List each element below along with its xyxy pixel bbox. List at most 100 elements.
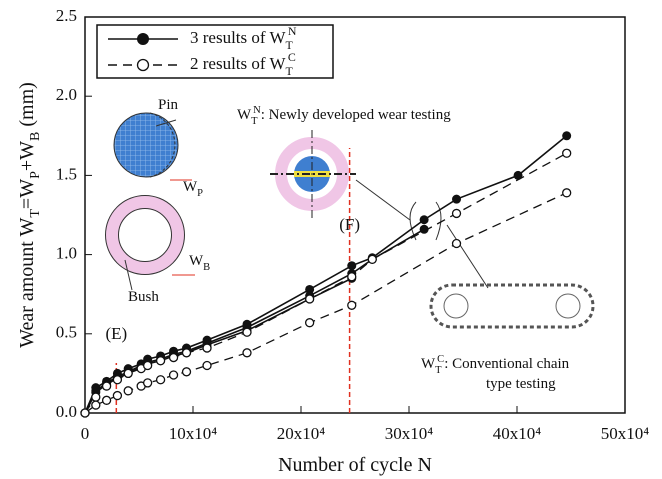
bush-outline [105,195,185,275]
plot-frame [84,16,626,414]
y-tick-label: 1.0 [56,244,77,263]
annotation: WB [189,253,210,272]
marker [181,348,192,358]
sprocket [443,293,469,319]
text-run: T [286,38,294,52]
illustrations [105,112,595,329]
text-run: N [253,105,261,116]
text-run: W [421,356,436,372]
marker [452,194,462,204]
marker [136,58,150,72]
text-run: =W [16,179,38,209]
marker [202,360,212,371]
text-run: Pin [158,97,179,113]
x-tick-label: 10x10⁴ [169,424,218,443]
annotation: Pin [158,97,179,113]
text-run: type testing [486,376,556,392]
annotation: WTC: Conventional chain [421,354,570,376]
marker [202,343,212,353]
marker [562,148,572,158]
text-run: B [203,262,210,273]
leader [355,179,411,221]
x-axis-title: Number of cycle N [278,454,432,476]
text-run: W [189,253,204,269]
text-run: W [237,107,252,123]
text-run: +W [16,141,38,171]
reference-label: (E) [105,324,127,343]
reference-label: (F) [339,215,360,234]
legend-label: 2 results of WTC [190,50,296,78]
pin-outline [149,112,176,178]
text-run: Bush [128,289,159,305]
marker [142,378,153,388]
marker [242,348,252,358]
text-run: T [286,64,294,78]
text-run: C [288,50,296,64]
y-tick-label: 2.0 [56,85,77,104]
y-tick-label: 2.5 [56,6,77,25]
marker [112,375,123,385]
marker [304,294,315,304]
marker [347,272,357,282]
y-axis-title: Wear amount WT=WP+WB (mm) [16,82,43,348]
text-run: : Newly developed wear testing [261,107,451,123]
marker [513,170,523,180]
series-line [84,228,425,414]
marker [155,375,166,385]
text-run: 3 results of W [190,28,286,47]
text-run: B [28,132,43,141]
y-tick-label: 1.5 [56,164,77,183]
marker [137,33,149,45]
marker [155,356,166,366]
legend-box [96,24,334,79]
chain-drawing [429,283,595,329]
marker [347,300,357,310]
marker [168,370,179,380]
marker [142,360,153,371]
text-run: Number of cycle N [278,454,432,476]
marker [305,284,315,294]
pin-drawing [113,112,179,178]
marker [242,327,252,337]
marker [419,215,429,225]
marker [451,208,462,219]
annotation: WP [183,179,203,198]
text-run: 2 results of W [190,54,286,73]
text-run: T [28,209,43,218]
annotation: type testing [486,376,556,392]
sprocket [555,293,581,319]
y-tick-label: 0.5 [56,323,77,342]
x-tick-label: 30x10⁴ [385,424,434,443]
series-line [84,152,567,414]
marker [562,131,572,141]
text-run: P [28,171,43,179]
marker [101,381,112,391]
text-run: Wear amount W [16,218,38,348]
annotation: WTN: Newly developed wear testing [237,105,451,127]
text-run: C [437,354,444,365]
bracket [435,201,442,241]
text-run: W [183,179,198,195]
marker [562,188,572,198]
y-tick-label: 0.0 [56,402,77,421]
text-run: : Conventional chain [444,356,569,372]
text-run: (mm) [16,82,38,131]
marker [123,368,133,379]
marker [168,352,179,363]
x-tick-label: 20x10⁴ [277,424,326,443]
text-run: N [288,24,297,38]
marker [419,224,429,234]
marker [101,395,112,405]
leader [446,224,489,289]
leader [155,119,177,127]
text-run: P [197,188,203,199]
bush-inner [118,208,172,262]
marker [367,254,377,265]
legend-label: 3 results of WTN [190,24,297,52]
marker [181,367,192,377]
marker [91,392,101,402]
x-tick-label: 50x10⁴ [601,424,650,443]
x-tick-label: 40x10⁴ [493,424,542,443]
bush-drawing [105,195,185,275]
